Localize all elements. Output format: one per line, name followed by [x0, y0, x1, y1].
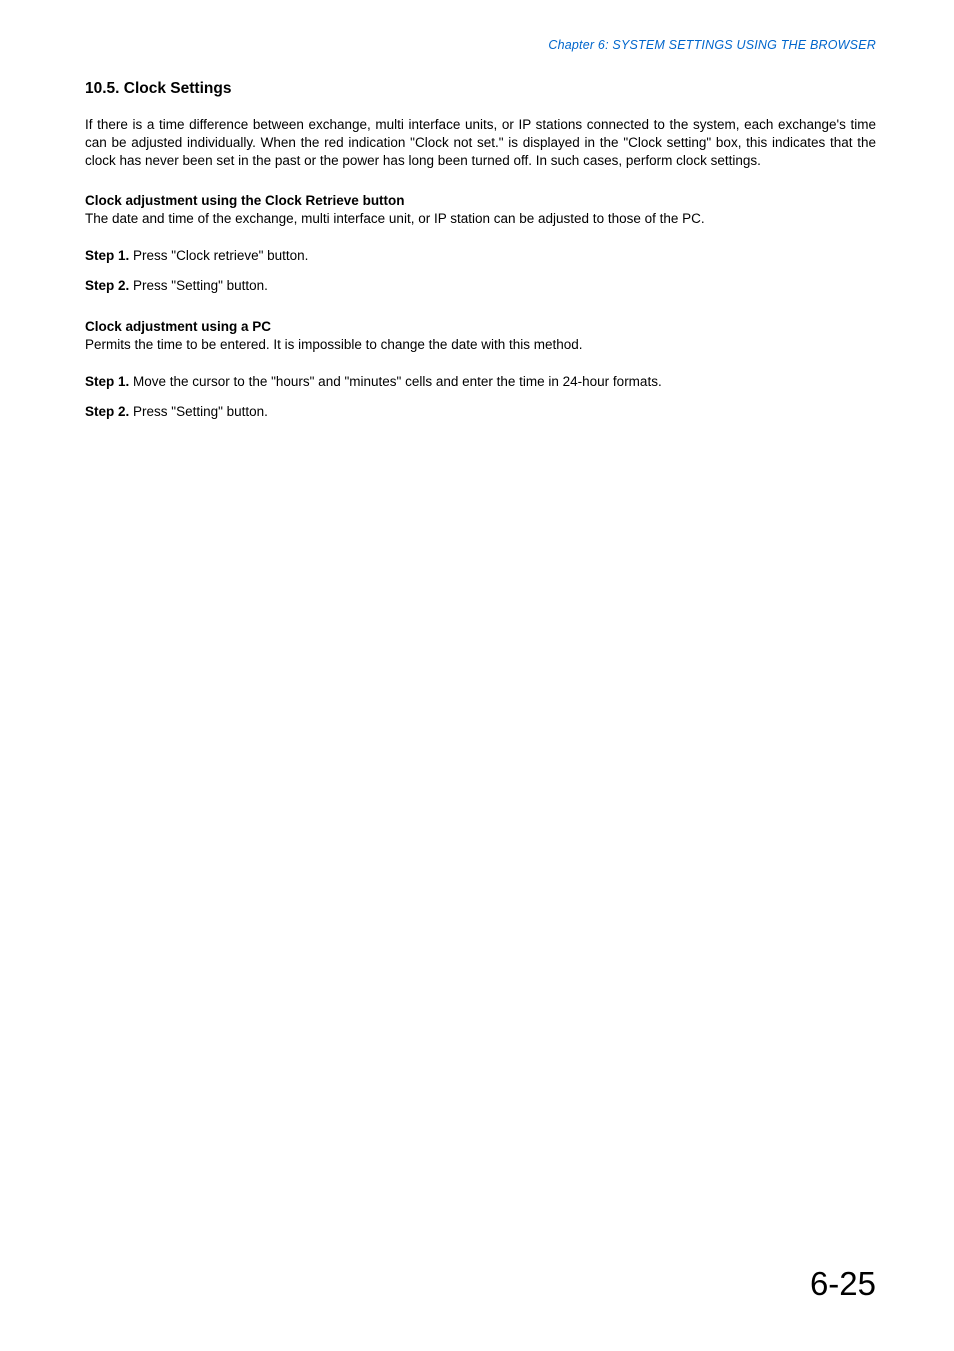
step-text: Press "Clock retrieve" button. — [129, 248, 308, 263]
section-title: 10.5. Clock Settings — [85, 80, 876, 98]
intro-paragraph: If there is a time difference between ex… — [85, 116, 876, 171]
subsection2-step1: Step 1. Move the cursor to the "hours" a… — [85, 374, 876, 389]
step-label: Step 2. — [85, 278, 129, 293]
subsection1-title: Clock adjustment using the Clock Retriev… — [85, 193, 876, 208]
step-text: Move the cursor to the "hours" and "minu… — [129, 374, 661, 389]
subsection1-desc: The date and time of the exchange, multi… — [85, 210, 876, 228]
subsection1-step2: Step 2. Press "Setting" button. — [85, 278, 876, 293]
step-label: Step 2. — [85, 404, 129, 419]
chapter-header: Chapter 6: SYSTEM SETTINGS USING THE BRO… — [85, 38, 876, 52]
subsection2-step2: Step 2. Press "Setting" button. — [85, 404, 876, 419]
subsection2-desc: Permits the time to be entered. It is im… — [85, 336, 876, 354]
subsection2-title: Clock adjustment using a PC — [85, 319, 876, 334]
step-label: Step 1. — [85, 248, 129, 263]
step-label: Step 1. — [85, 374, 129, 389]
page-number: 6-25 — [810, 1265, 876, 1303]
subsection1-step1: Step 1. Press "Clock retrieve" button. — [85, 248, 876, 263]
step-text: Press "Setting" button. — [129, 404, 268, 419]
step-text: Press "Setting" button. — [129, 278, 268, 293]
